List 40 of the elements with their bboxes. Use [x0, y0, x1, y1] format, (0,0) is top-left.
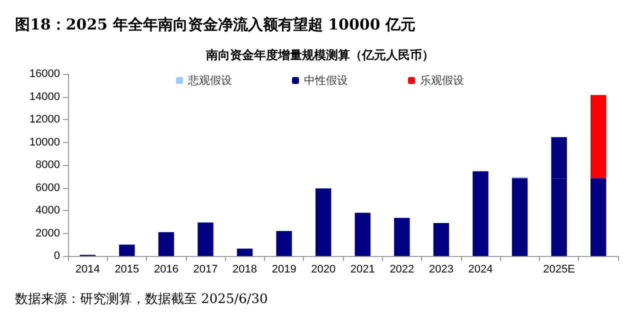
bar: [316, 188, 332, 256]
y-tick-label: 8000: [36, 159, 60, 171]
x-tick-label: 2014: [75, 264, 100, 276]
x-tick-label: 2022: [390, 264, 414, 276]
bar: [590, 178, 606, 256]
y-tick-label: 12000: [29, 114, 60, 126]
legend-label: 中性假设: [304, 74, 348, 87]
x-tick-label: 2024: [468, 264, 493, 276]
chart-subtitle: 南向资金年度增量规模测算（亿元人民币）: [205, 48, 434, 62]
bar: [472, 171, 488, 256]
y-tick-label: 2000: [36, 227, 60, 240]
bar: [354, 212, 370, 256]
x-tick-label: 2019: [272, 264, 296, 276]
x-tick-label: 2025E: [543, 264, 575, 276]
chart-title: 图18：2025 年全年南向资金净流入额有望超 10000 亿元: [15, 16, 416, 34]
x-tick-label: 2021: [350, 264, 375, 276]
bar: [236, 248, 253, 256]
x-tick-label: 2020: [311, 264, 336, 276]
legend-label: 悲观假设: [187, 74, 232, 87]
x-tick-label: 2017: [193, 264, 218, 276]
x-tick-label: 2016: [154, 264, 178, 276]
y-tick-label: 4000: [36, 204, 60, 216]
bar: [158, 232, 174, 256]
legend-label: 乐观假设: [420, 74, 464, 87]
y-tick-label: 10000: [29, 136, 60, 148]
y-tick-label: 14000: [29, 90, 60, 103]
bar: [119, 244, 135, 256]
bar: [276, 230, 292, 256]
bar: [512, 178, 528, 256]
y-tick-label: 16000: [29, 68, 60, 80]
x-tick-label: 2015: [114, 264, 140, 276]
source-note: 数据来源：研究测算，数据截至 2025/6/30: [15, 292, 268, 307]
bar: [433, 223, 450, 256]
bar: [198, 222, 214, 256]
bar: [590, 95, 606, 178]
x-tick-label: 2018: [232, 264, 258, 276]
y-tick-label: 6000: [36, 182, 60, 194]
x-tick-label: 2023: [428, 264, 454, 276]
bar: [394, 218, 410, 256]
y-tick-label: 0: [54, 250, 60, 262]
